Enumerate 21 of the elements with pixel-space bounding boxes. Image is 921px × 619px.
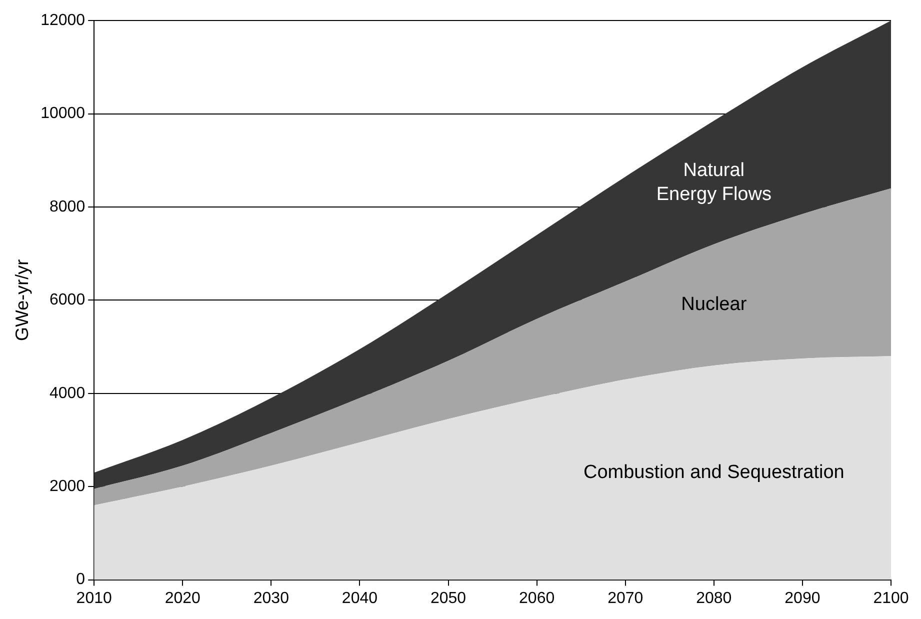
series-label: Combustion and Sequestration (583, 462, 844, 483)
y-tick-label: 12000 (40, 12, 86, 30)
y-axis-title: GWe-yr/yr (12, 259, 32, 342)
x-tick-label: 2080 (696, 590, 732, 607)
y-tick-label: 6000 (50, 292, 86, 309)
x-tick-label: 2060 (519, 590, 555, 607)
x-tick-label: 2100 (873, 590, 909, 607)
series-label: Natural Energy Flows (656, 160, 772, 205)
x-tick-label: 2070 (608, 590, 644, 607)
y-tick-label: 10000 (40, 105, 86, 122)
y-tick-label: 2000 (50, 478, 86, 496)
y-tick-label: 8000 (50, 198, 86, 216)
x-tick-label: 2010 (76, 590, 112, 607)
y-tick-label: 0 (76, 571, 86, 588)
x-tick-label: 2050 (430, 590, 466, 607)
x-tick-label: 2020 (164, 590, 201, 607)
x-tick-label: 2090 (784, 590, 820, 607)
y-tick-label: 4000 (50, 384, 86, 402)
x-tick-label: 2030 (253, 590, 290, 607)
series-label: Nuclear (681, 294, 748, 316)
x-tick-label: 2040 (342, 590, 378, 607)
